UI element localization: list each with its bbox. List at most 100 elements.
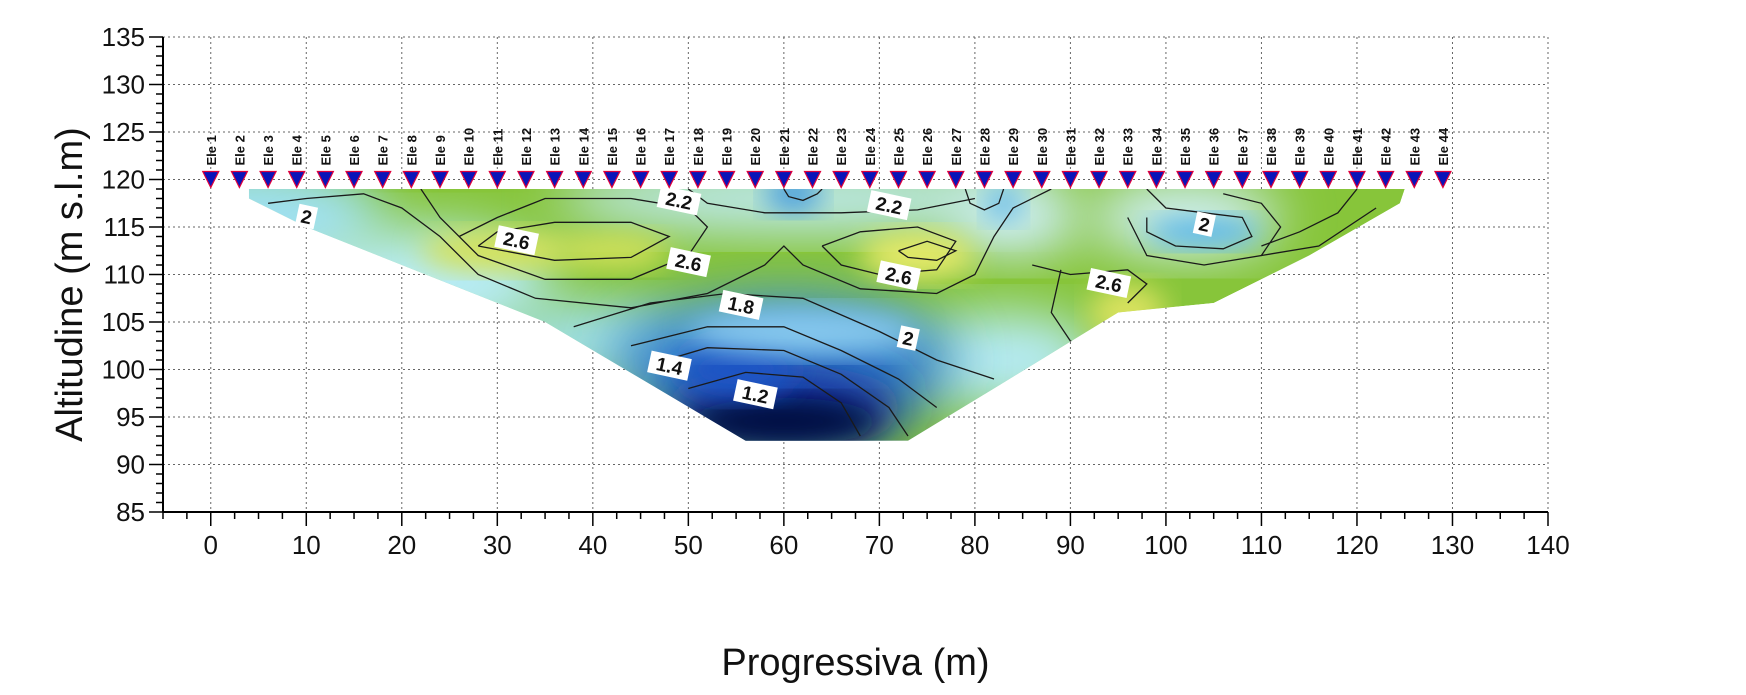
x-tick-label: 10 [292, 530, 321, 560]
electrode-marker [1118, 170, 1137, 189]
contour-line [573, 292, 995, 380]
x-tick-label: 80 [960, 530, 989, 560]
contour-label-background [666, 247, 711, 278]
contour-label-group: 2 [1192, 211, 1216, 237]
electrode-label: Ele 29 [1006, 128, 1021, 166]
electrode-marker [1376, 170, 1395, 189]
x-tick-label: 130 [1431, 530, 1474, 560]
electrode-marker [1347, 170, 1366, 189]
electrode-marker [746, 170, 765, 189]
electrode-label: Ele 41 [1350, 128, 1365, 166]
x-tick-label: 120 [1335, 530, 1378, 560]
x-tick-label: 40 [578, 530, 607, 560]
y-tick-label: 130 [102, 70, 145, 100]
contour-line [1261, 189, 1358, 247]
electrode-label: Ele 10 [462, 128, 477, 166]
contour-label: 2 [901, 328, 916, 351]
electrode-label: Ele 30 [1035, 128, 1050, 166]
contour-label-group: 1.8 [718, 289, 764, 320]
electrode-marker [946, 170, 965, 189]
contour-line [1032, 264, 1148, 304]
electrode-marker [316, 170, 335, 189]
x-axis-title: Progressiva (m) [721, 642, 989, 684]
contour-label-background [866, 190, 912, 221]
x-tick-label: 70 [865, 530, 894, 560]
electrode-label: Ele 44 [1436, 127, 1451, 165]
contour-line [649, 347, 909, 437]
electrode-marker [832, 170, 851, 189]
electrode-marker [373, 170, 392, 189]
electrode-label: Ele 39 [1293, 128, 1308, 166]
electrode-marker [1233, 170, 1252, 189]
contour-label-background [656, 185, 702, 216]
y-tick-label: 95 [116, 402, 145, 432]
electrode-marker [1061, 170, 1080, 189]
electrode-label: Ele 22 [806, 128, 821, 166]
electrode-marker [717, 170, 736, 189]
electrode-marker [287, 170, 306, 189]
y-tick-label: 125 [102, 117, 145, 147]
electrode-label: Ele 28 [977, 128, 992, 166]
resistivity-zone [248, 189, 383, 275]
x-tick-label: 90 [1056, 530, 1085, 560]
contour-line [964, 189, 1005, 211]
contour-label-group: 2 [896, 325, 920, 351]
electrode-label: Ele 8 [404, 135, 419, 165]
x-tick-label: 30 [483, 530, 512, 560]
contour-label-background [647, 350, 692, 381]
contour-label-background [1192, 211, 1216, 237]
electrode-label: Ele 12 [519, 128, 534, 166]
electrode-label: Ele 9 [433, 135, 448, 165]
y-tick-label: 135 [102, 22, 145, 52]
electrode-marker [660, 170, 679, 189]
electrode-label: Ele 32 [1092, 128, 1107, 166]
contour-label: 2 [299, 207, 314, 230]
electrode-label: Ele 16 [634, 128, 649, 166]
contour-label-background [294, 203, 319, 230]
axes: 85 90 95 100 105 110 115 120 125 130 135 0 10 20 30 40 5… [102, 22, 1570, 560]
electrode-label: Ele 34 [1149, 127, 1164, 165]
electrode-marker [431, 170, 449, 189]
contour-label-group: 2 [294, 203, 319, 230]
resistivity-zone [984, 189, 1023, 223]
electrode-label: Ele 6 [347, 135, 362, 165]
electrode-label: Ele 27 [949, 128, 964, 166]
contour-line [420, 189, 709, 280]
contour-label-background [1086, 268, 1132, 299]
contour-label-group: 2.6 [494, 225, 539, 256]
electrode-marker [345, 170, 364, 189]
electrode-label: Ele 11 [490, 129, 505, 166]
electrode-label: Ele 1 [204, 135, 219, 165]
electrode-label: Ele 14 [576, 127, 591, 165]
electrode-marker [1319, 170, 1338, 189]
x-tick-label: 140 [1526, 530, 1569, 560]
contour-label-background [876, 260, 922, 291]
electrode-label: Ele 23 [834, 128, 849, 166]
contour-label-group: 1.4 [647, 350, 692, 381]
electrode-marker [516, 170, 535, 189]
electrode-label: Ele 3 [261, 135, 276, 165]
electrode-marker [631, 170, 650, 189]
contour-line [687, 189, 976, 214]
electrode-label: Ele 18 [691, 128, 706, 166]
contour-line [630, 326, 938, 409]
electrode-marker [1204, 170, 1223, 189]
electrode-label: Ele 42 [1379, 128, 1394, 166]
electrode-marker [1032, 170, 1051, 189]
resistivity-zone [764, 189, 823, 213]
electrode-marker [803, 170, 822, 189]
electrode-marker [1147, 170, 1166, 189]
electrode-marker [602, 170, 621, 189]
y-tick-label: 100 [102, 355, 145, 385]
contour-label-background [494, 225, 539, 256]
electrode-marker [201, 170, 220, 189]
electrode-marker [774, 170, 793, 189]
contour-line [898, 240, 958, 261]
contour-label-background [733, 379, 778, 410]
electrode-marker [574, 170, 593, 189]
contour-label-background [896, 325, 920, 351]
electrode-marker [1004, 170, 1023, 189]
contour-line [783, 189, 823, 202]
x-tick-label: 110 [1241, 530, 1282, 560]
